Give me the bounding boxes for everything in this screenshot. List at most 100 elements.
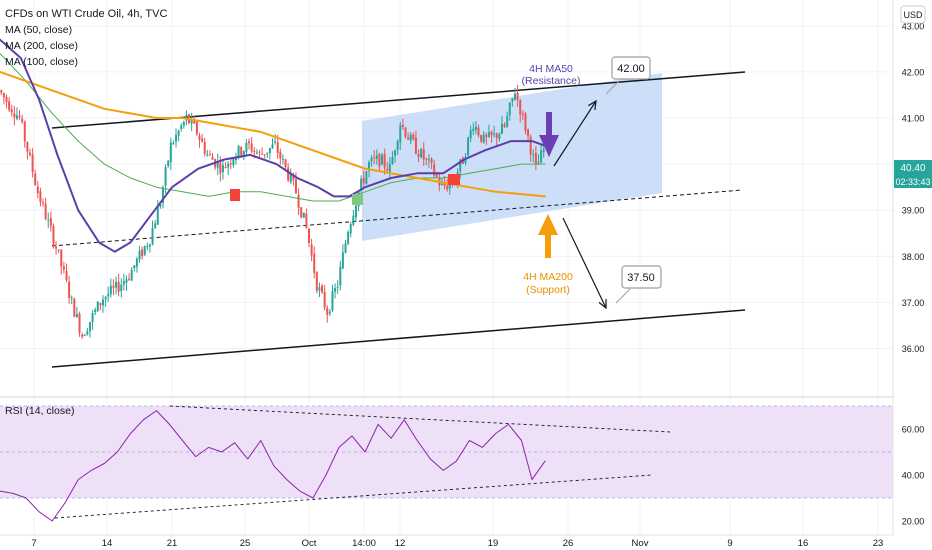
candle-body	[255, 152, 258, 154]
candle-body	[5, 96, 8, 102]
candle-body	[219, 162, 222, 174]
currency-badge[interactable]	[900, 5, 926, 24]
resistance-arrow	[539, 112, 559, 157]
candle-body	[42, 202, 45, 204]
candle-body	[336, 286, 339, 288]
price-tick-label: 42.00	[902, 67, 925, 77]
indicator-ma200-label[interactable]: MA (200, close)	[5, 40, 78, 52]
projection-arrow-up	[553, 100, 597, 167]
price-tick-label: 43.00	[902, 21, 925, 31]
candle-body	[459, 159, 462, 172]
candle-body	[120, 284, 123, 292]
candle-body	[367, 161, 370, 171]
candle-body	[57, 249, 60, 251]
candle-body	[524, 113, 527, 131]
candle-body	[308, 228, 311, 243]
time-tick-label: Oct	[302, 538, 317, 549]
candle-body	[151, 227, 154, 245]
indicator-ma100-label[interactable]: MA (100, close)	[5, 56, 78, 68]
candle-body	[294, 179, 297, 194]
candle-body	[122, 281, 125, 285]
indicator-ma50-label[interactable]: MA (50, close)	[5, 24, 73, 36]
candle-body	[91, 312, 94, 323]
candle-body	[208, 154, 211, 156]
support-arrow	[538, 214, 558, 258]
candle-body	[203, 141, 206, 154]
time-tick-label: 12	[395, 538, 406, 549]
candle-body	[313, 253, 316, 273]
candle-body	[542, 149, 545, 153]
candle-body	[425, 158, 428, 160]
time-tick-label: Nov	[632, 538, 649, 549]
candle-body	[190, 119, 193, 124]
candle-body	[354, 205, 357, 218]
candle-body	[65, 271, 68, 280]
candle-body	[198, 135, 201, 140]
candle-body	[206, 154, 209, 156]
candle-body	[433, 164, 436, 176]
buy-marker	[352, 194, 363, 205]
candle-body	[240, 147, 243, 156]
candle-body	[378, 153, 381, 167]
candle-body	[427, 159, 430, 161]
rsi-panel	[0, 405, 893, 499]
candle-body	[362, 178, 365, 183]
candle-body	[75, 313, 78, 317]
candle-body	[315, 272, 318, 291]
candle-body	[266, 152, 269, 154]
price-tick-label: 37.00	[902, 298, 925, 308]
countdown-label: 02:33:43	[895, 177, 930, 187]
target-down-label: 37.50	[627, 272, 655, 284]
candle-body	[44, 203, 47, 220]
candle-body	[401, 125, 404, 128]
candle-body	[302, 212, 305, 218]
candle-body	[503, 124, 506, 127]
chart-legend: CFDs on WTI Crude Oil, 4h, TVC MA (50, c…	[5, 6, 167, 70]
candle-body	[334, 288, 337, 292]
candle-body	[180, 125, 183, 129]
price-tick-label: 41.00	[902, 114, 925, 124]
candle-body	[224, 167, 227, 169]
currency-label: USD	[903, 10, 923, 20]
target-callout-up: 42.00	[605, 56, 651, 95]
candle-body	[529, 136, 532, 155]
candle-body	[193, 119, 196, 124]
candle-body	[2, 93, 5, 98]
time-axis[interactable]: 7 14 21 25 Oct 14:00 12 19 26 Nov 9 16 23	[0, 534, 893, 549]
candle-body	[344, 243, 347, 253]
candle-body	[13, 113, 16, 118]
candle-body	[62, 266, 65, 270]
candle-body	[81, 334, 84, 337]
candle-body	[112, 285, 115, 288]
candle-body	[88, 322, 91, 332]
candle-body	[446, 185, 449, 190]
projection-arrow-down	[562, 217, 607, 309]
candle-body	[232, 158, 235, 166]
candle-body	[146, 245, 149, 247]
candle-body	[407, 137, 410, 140]
candle-body	[263, 154, 266, 156]
candle-body	[60, 249, 63, 267]
candle-body	[78, 314, 81, 333]
candle-body	[8, 101, 11, 111]
candle-body	[276, 142, 279, 154]
candle-body	[318, 287, 321, 291]
candle-body	[52, 226, 55, 246]
candle-body	[487, 132, 490, 137]
candle-body	[388, 163, 391, 172]
price-axis[interactable]: 43.00 42.00 41.00 40.00 39.00 38.00 37.00 36.00…	[892, 0, 932, 535]
candle-body	[300, 207, 303, 218]
candle-body	[352, 215, 355, 225]
candle-body	[532, 153, 535, 155]
candle-body	[375, 155, 378, 159]
candle-body	[169, 142, 172, 163]
candle-body	[292, 174, 295, 180]
candles	[0, 84, 545, 340]
candle-body	[23, 121, 26, 142]
candle-body	[253, 151, 256, 153]
time-tick-label: 21	[167, 538, 178, 549]
symbol-title[interactable]: CFDs on WTI Crude Oil, 4h, TVC	[5, 8, 168, 20]
rsi-legend[interactable]: RSI (14, close)	[5, 405, 75, 417]
